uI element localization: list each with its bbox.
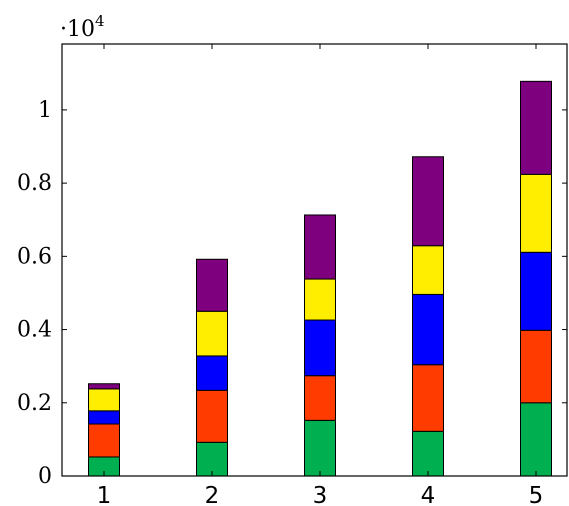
y-tick-label: 1 xyxy=(38,98,52,123)
bar-segment-cat5-series3 xyxy=(520,251,552,331)
y-multiplier-base: ·10 xyxy=(60,17,95,42)
y-multiplier-exp: 4 xyxy=(95,12,105,30)
y-tick-label: 0.4 xyxy=(17,318,52,343)
bar-segment-cat2-series1 xyxy=(196,441,228,477)
bar-segment-cat5-series1 xyxy=(520,402,552,477)
bar-segment-cat2-series4 xyxy=(196,310,228,357)
bar-segment-cat5-series5 xyxy=(520,80,552,175)
bar-segment-cat4-series4 xyxy=(412,245,444,295)
bar-segment-cat3-series4 xyxy=(304,278,336,321)
bar-segment-cat4-series2 xyxy=(412,364,444,432)
x-tick-label: 5 xyxy=(529,483,544,506)
x-tick-label: 2 xyxy=(205,483,220,506)
bar-segment-cat1-series4 xyxy=(88,388,120,412)
y-tick-label: 0.8 xyxy=(17,171,52,196)
plot-frame xyxy=(61,43,568,477)
x-tick-label: 1 xyxy=(97,483,112,506)
bars-layer xyxy=(88,80,552,477)
x-tick-label: 3 xyxy=(313,483,328,506)
bar-segment-cat2-series3 xyxy=(196,355,228,391)
bar-segment-cat4-series1 xyxy=(412,430,444,477)
y-tick-label: 0.6 xyxy=(17,244,52,269)
bar-segment-cat2-series5 xyxy=(196,258,228,312)
y-tick-label: 0.2 xyxy=(17,391,52,416)
bar-segment-cat3-series5 xyxy=(304,214,336,280)
bar-segment-cat3-series1 xyxy=(304,419,336,477)
bar-segment-cat1-series2 xyxy=(88,423,120,458)
bar-segment-cat1-series3 xyxy=(88,410,120,425)
y-multiplier: ·104 xyxy=(60,12,105,42)
bar-segment-cat5-series4 xyxy=(520,173,552,253)
bar-segment-cat1-series5 xyxy=(88,383,120,390)
bar-segment-cat3-series2 xyxy=(304,375,336,421)
bar-segment-cat4-series5 xyxy=(412,156,444,247)
bar-segment-cat4-series3 xyxy=(412,293,444,366)
bar-segment-cat3-series3 xyxy=(304,319,336,377)
x-axis: 1 2 3 4 5 xyxy=(97,44,544,506)
x-tick-label: 4 xyxy=(421,483,436,506)
bar-segment-cat2-series2 xyxy=(196,389,228,443)
y-axis: 0 0.2 0.4 0.6 0.8 1 xyxy=(17,98,567,489)
y-tick-label: 0 xyxy=(38,464,52,489)
bar-segment-cat5-series2 xyxy=(520,329,552,404)
